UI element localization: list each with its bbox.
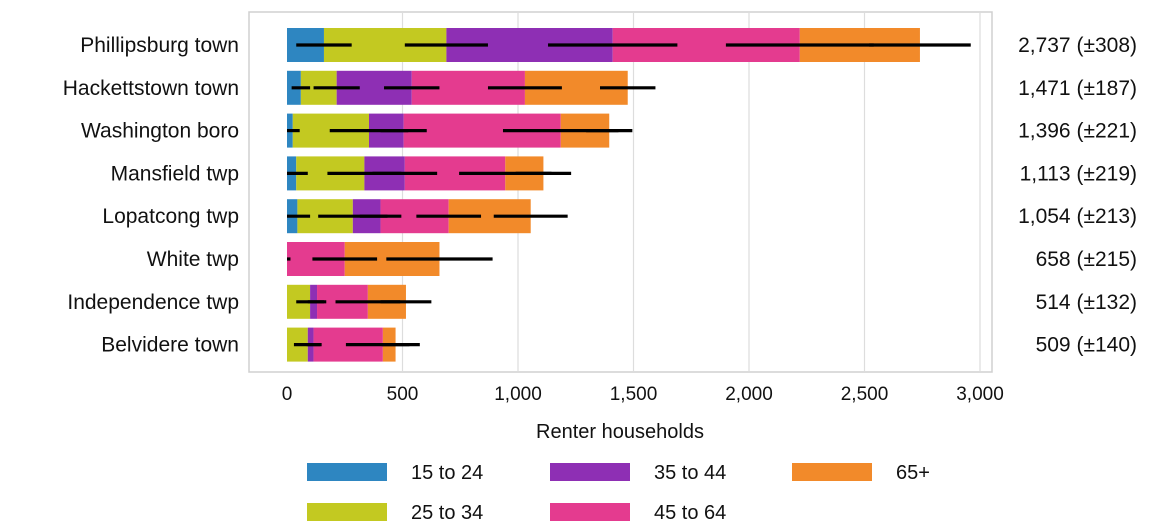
category-label: White twp: [147, 248, 239, 271]
x-tick-label: 1,000: [494, 384, 542, 405]
category-label: Lopatcong twp: [102, 205, 239, 228]
legend-label: 15 to 24: [411, 462, 483, 484]
legend-swatch: [307, 503, 387, 521]
legend-label: 65+: [896, 462, 930, 484]
total-label: 1,113 (±219): [1020, 162, 1137, 185]
total-label: 1,396 (±221): [1018, 120, 1137, 143]
legend-label: 45 to 64: [654, 502, 726, 524]
x-tick-label: 1,500: [610, 384, 658, 405]
legend-label: 35 to 44: [654, 462, 726, 484]
total-label: 658 (±215): [1036, 248, 1137, 271]
total-labels: 2,737 (±308) 1,471 (±187) 1,396 (±221) 1,11…: [1018, 34, 1137, 357]
x-tick-label: 500: [387, 384, 419, 405]
x-tick-labels: 0 500 1,000 1,500 2,000 2,500 3,000: [282, 384, 1004, 405]
legend-swatch: [307, 463, 387, 481]
category-label: Belvidere town: [101, 334, 239, 357]
legend: 15 to 24 25 to 34 35 to 44 45 to 64 65+: [307, 462, 930, 524]
error-bars-layer: [287, 43, 971, 347]
total-label: 514 (±132): [1036, 291, 1137, 314]
x-axis-title: Renter households: [536, 421, 704, 443]
category-label: Hackettstown town: [63, 77, 239, 100]
total-label: 1,471 (±187): [1018, 77, 1137, 100]
category-labels: Phillipsburg town Hackettstown town Washin…: [63, 34, 239, 357]
category-label: Phillipsburg town: [80, 34, 239, 57]
total-label: 1,054 (±213): [1018, 205, 1137, 228]
category-label: Independence twp: [67, 291, 239, 314]
legend-label: 25 to 34: [411, 502, 483, 524]
legend-swatch: [792, 463, 872, 481]
x-tick-label: 0: [282, 384, 293, 405]
total-label: 2,737 (±308): [1018, 34, 1137, 57]
category-label: Mansfield twp: [111, 162, 239, 185]
category-label: Washington boro: [81, 120, 239, 143]
legend-swatch: [550, 463, 630, 481]
x-tick-label: 2,500: [841, 384, 889, 405]
x-tick-label: 2,000: [725, 384, 773, 405]
legend-swatch: [550, 503, 630, 521]
x-tick-label: 3,000: [956, 384, 1004, 405]
total-label: 509 (±140): [1036, 334, 1137, 357]
